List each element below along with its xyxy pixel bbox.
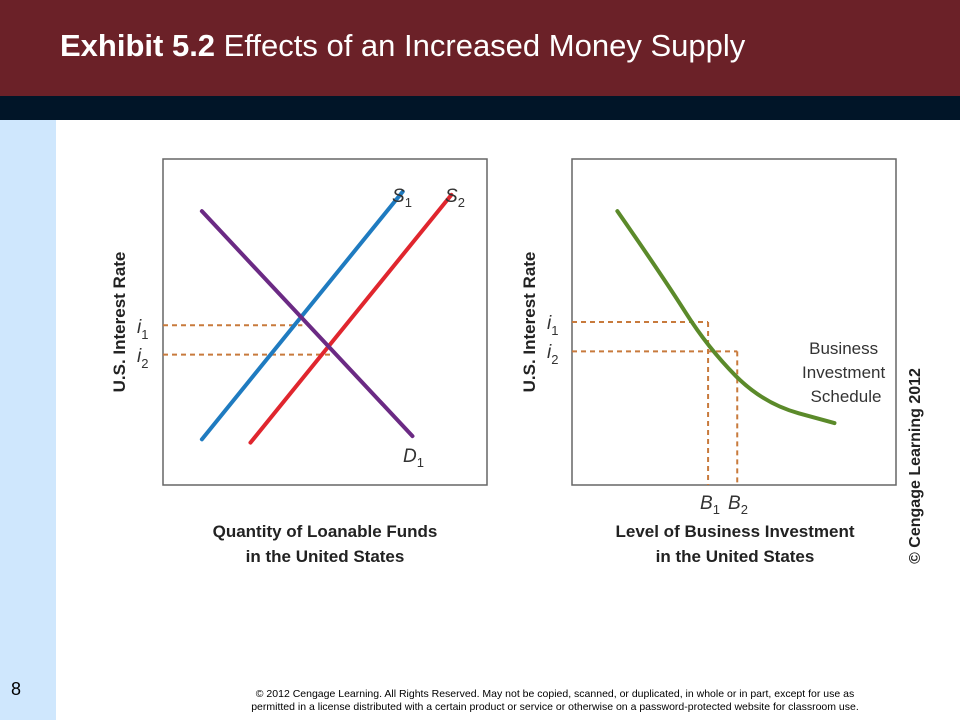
label-d1: D1 (403, 446, 424, 470)
left-tick-i1: i1 (137, 317, 148, 342)
left-tick-i2-symbol: i (137, 346, 142, 367)
right-curves (615, 209, 837, 426)
exhibit-title: Effects of an Increased Money Supply (215, 28, 746, 63)
right-tick-i2: i2 (547, 342, 558, 367)
footer-line-1: © 2012 Cengage Learning. All Rights Rese… (255, 688, 855, 700)
left-curve-s1 (199, 189, 405, 442)
left-x-axis-title-line1: Quantity of Loanable Funds (213, 522, 438, 541)
right-tick-b1-symbol: B (700, 493, 713, 514)
footer-legal: © 2012 Cengage Learning. All Rights Rese… (190, 688, 920, 714)
slide-title: Exhibit 5.2 Effects of an Increased Mone… (60, 28, 745, 64)
right-tick-b2-sub: 2 (741, 502, 748, 517)
left-plot-frame (162, 158, 488, 486)
left-guide-lines (163, 324, 332, 356)
label-s1-sub: 1 (405, 195, 412, 210)
right-x-axis-title-line2: in the United States (656, 547, 815, 566)
label-s1: S1 (392, 186, 412, 210)
exhibit-number: Exhibit 5.2 (60, 28, 216, 63)
label-s2: S2 (445, 186, 465, 210)
loanable-funds-chart: i1 i2 S1 S2 D1 U.S. Interest Rate Quanti… (110, 158, 488, 566)
right-tick-b1-sub: 1 (713, 502, 720, 517)
investment-schedule-label-line1: Business (809, 339, 878, 358)
footer-line-2: permitted in a license distributed with … (251, 701, 859, 713)
right-x-axis-title-line1: Level of Business Investment (615, 522, 854, 541)
right-tick-i2-sub: 2 (551, 352, 558, 367)
copyright-vertical: © Cengage Learning 2012 (907, 368, 924, 564)
left-curves (199, 189, 454, 445)
label-s2-symbol: S (445, 186, 458, 207)
left-curve-s2 (248, 192, 454, 445)
label-s1-symbol: S (392, 186, 405, 207)
right-y-axis-title: U.S. Interest Rate (520, 252, 539, 393)
label-s2-sub: 2 (458, 195, 465, 210)
title-bar: Exhibit 5.2 Effects of an Increased Mone… (0, 0, 960, 96)
label-d1-symbol: D (403, 446, 417, 467)
investment-schedule-label: Business Investment Schedule (802, 339, 890, 406)
left-x-axis-title-line2: in the United States (246, 547, 405, 566)
left-tick-i1-sub: 1 (141, 327, 148, 342)
left-sidebar-strip (0, 120, 56, 720)
slide-number: 8 (11, 679, 22, 699)
right-tick-i1: i1 (547, 313, 558, 338)
left-tick-i1-symbol: i (137, 317, 142, 338)
right-tick-i1-symbol: i (547, 313, 552, 334)
right-tick-i1-sub: 1 (551, 323, 558, 338)
business-investment-chart: i1 i2 B1 B2 Business Investment Schedule… (520, 158, 924, 566)
left-tick-i2: i2 (137, 346, 148, 371)
label-d1-sub: 1 (417, 455, 424, 470)
right-tick-i2-symbol: i (547, 342, 552, 363)
header-band (0, 96, 960, 120)
left-curve-d1 (199, 209, 415, 439)
right-tick-b2: B2 (728, 493, 748, 517)
right-guide-lines (572, 321, 739, 485)
right-curve-business-investment-schedule (615, 209, 837, 426)
left-tick-i2-sub: 2 (141, 356, 148, 371)
right-tick-b2-symbol: B (728, 493, 741, 514)
right-tick-b1: B1 (700, 493, 720, 517)
left-y-axis-title: U.S. Interest Rate (110, 252, 129, 393)
investment-schedule-label-line3: Schedule (811, 387, 882, 406)
investment-schedule-label-line2: Investment (802, 363, 885, 382)
